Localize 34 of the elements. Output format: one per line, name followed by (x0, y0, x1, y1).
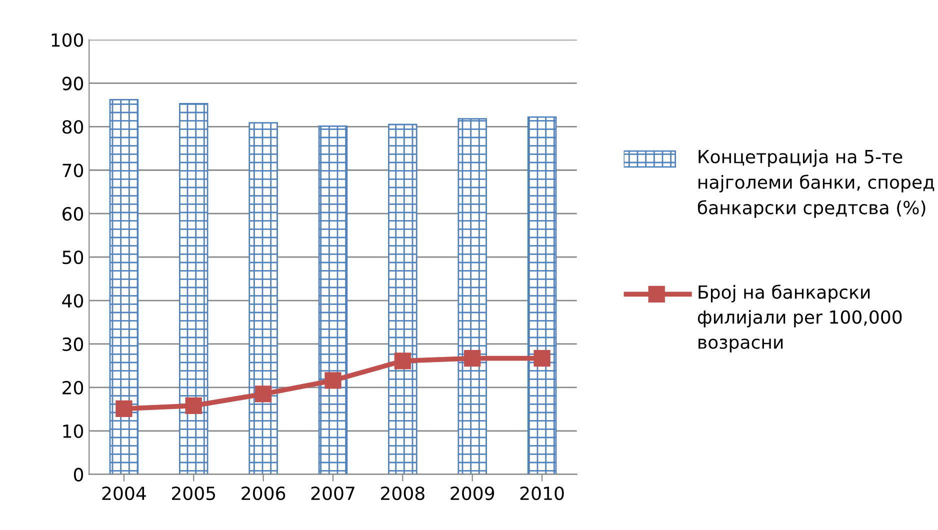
point (394, 352, 412, 370)
point (254, 386, 272, 402)
bar (179, 102, 208, 474)
y-tick-label: 70 (62, 164, 84, 178)
legend-label: Број на банкарски филијали per 100,000 возрасни (698, 284, 902, 352)
x-tick-label: 2007 (311, 486, 354, 500)
y-tick-label: 30 (62, 337, 84, 352)
point (185, 397, 202, 414)
point (116, 400, 132, 418)
point (464, 350, 481, 367)
legend-label: Концетрација на 5-те најголеми банки, според банкарски средтсва (%) (698, 149, 934, 218)
y-tick-label: 80 (62, 120, 84, 134)
x-tick-label: 2009 (450, 486, 494, 500)
y-tick-label: 60 (62, 207, 84, 221)
bar (109, 99, 139, 474)
x-tick-label: 2008 (381, 486, 424, 500)
point (324, 372, 342, 389)
bar (318, 126, 348, 474)
y-tick-label: 0 (74, 468, 84, 482)
y-tick-label: 50 (62, 250, 84, 264)
bar (458, 118, 487, 474)
y-tick-label: 100 (52, 33, 84, 47)
bar (388, 124, 418, 474)
y-tick-label: 40 (62, 294, 84, 308)
y-tick-label: 90 (62, 76, 84, 90)
bar (248, 122, 278, 474)
x-tick-label: 2004 (102, 486, 146, 500)
x-tick-label: 2006 (242, 486, 286, 500)
y-tick-label: 10 (63, 424, 84, 438)
point (534, 350, 550, 367)
x-tick-label: 2005 (172, 486, 216, 500)
y-tick-label: 20 (62, 380, 84, 395)
bar (527, 116, 557, 474)
x-tick-label: 2010 (520, 486, 564, 500)
